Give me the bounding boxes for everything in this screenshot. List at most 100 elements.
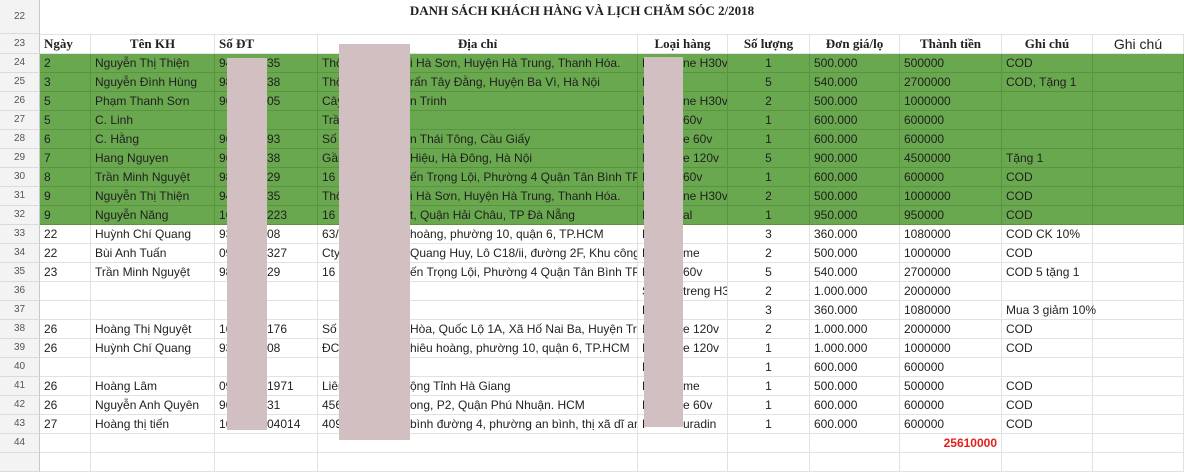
cell-unit-price[interactable]: 540.000	[810, 73, 900, 92]
cell-date[interactable]: 22	[40, 225, 91, 244]
cell-quantity[interactable]: 1	[728, 377, 810, 396]
cell-note[interactable]	[1002, 92, 1093, 111]
empty-cell[interactable]	[215, 434, 318, 453]
cell-note[interactable]	[1002, 111, 1093, 130]
header-quantity[interactable]: Số lượng	[728, 34, 810, 54]
cell-note-2[interactable]	[1093, 168, 1184, 187]
cell-note[interactable]	[1002, 130, 1093, 149]
cell-amount[interactable]: 600000	[900, 415, 1002, 434]
cell-quantity[interactable]: 1	[728, 111, 810, 130]
cell-quantity[interactable]: 1	[728, 206, 810, 225]
row-header[interactable]: 30	[0, 168, 40, 187]
row-header[interactable]: 26	[0, 92, 40, 111]
cell-date[interactable]	[40, 358, 91, 377]
cell-quantity[interactable]: 2	[728, 320, 810, 339]
cell-unit-price[interactable]: 540.000	[810, 263, 900, 282]
cell-note-2[interactable]	[1093, 206, 1184, 225]
cell-note-2[interactable]	[1093, 377, 1184, 396]
cell-customer-name[interactable]: Bùi Anh Tuấn	[91, 244, 215, 263]
cell-date[interactable]: 3	[40, 73, 91, 92]
cell-unit-price[interactable]: 600.000	[810, 415, 900, 434]
cell-customer-name[interactable]: Trần Minh Nguyệt	[91, 263, 215, 282]
row-header[interactable]: 36	[0, 282, 40, 301]
empty-cell[interactable]	[638, 434, 728, 453]
cell-note[interactable]	[1002, 358, 1093, 377]
sheet-title-cell[interactable]: DANH SÁCH KHÁCH HÀNG VÀ LỊCH CHĂM SÓC 2/…	[40, 0, 1184, 35]
row-header[interactable]: 37	[0, 301, 40, 320]
cell-note[interactable]: COD	[1002, 206, 1093, 225]
cell-customer-name[interactable]: Hoàng Thị Nguyệt	[91, 320, 215, 339]
cell-amount[interactable]: 1000000	[900, 187, 1002, 206]
row-header[interactable]: 43	[0, 415, 40, 434]
cell-amount[interactable]: 950000	[900, 206, 1002, 225]
cell-note-2[interactable]	[1093, 320, 1184, 339]
cell-note-2[interactable]	[1093, 130, 1184, 149]
cell-customer-name[interactable]: Hoàng Lâm	[91, 377, 215, 396]
header-date[interactable]: Ngày	[40, 34, 91, 54]
cell-amount[interactable]: 600000	[900, 168, 1002, 187]
cell-note-2[interactable]	[1093, 244, 1184, 263]
cell-amount[interactable]: 2700000	[900, 263, 1002, 282]
cell-note[interactable]: COD, Tặng 1	[1002, 73, 1093, 92]
cell-date[interactable]: 9	[40, 206, 91, 225]
cell-note[interactable]: Tặng 1	[1002, 149, 1093, 168]
cell-note-2[interactable]	[1093, 225, 1184, 244]
row-header[interactable]: 25	[0, 73, 40, 92]
cell-unit-price[interactable]: 1.000.000	[810, 282, 900, 301]
cell-date[interactable]: 6	[40, 130, 91, 149]
cell-unit-price[interactable]: 600.000	[810, 396, 900, 415]
cell-unit-price[interactable]: 1.000.000	[810, 339, 900, 358]
cell-customer-name[interactable]: Hang Nguyen	[91, 149, 215, 168]
empty-cell[interactable]	[318, 434, 638, 453]
cell-customer-name[interactable]: Nguyễn Đình Hùng	[91, 73, 215, 92]
header-address[interactable]: Địa chỉ	[318, 34, 638, 54]
cell-customer-name[interactable]	[91, 301, 215, 320]
cell-date[interactable]: 23	[40, 263, 91, 282]
cell-address[interactable]: 63/hoàng, phường 10, quận 6, TP.HCM	[318, 225, 638, 244]
cell-unit-price[interactable]: 600.000	[810, 358, 900, 377]
cell-amount[interactable]: 500000	[900, 377, 1002, 396]
cell-date[interactable]: 26	[40, 320, 91, 339]
cell-customer-name[interactable]: Trần Minh Nguyệt	[91, 168, 215, 187]
empty-cell[interactable]	[1002, 434, 1093, 453]
empty-cell[interactable]	[318, 453, 638, 472]
cell-address[interactable]: Số Hòa, Quốc Lộ 1A, Xã Hố Nai Ba, Huyện …	[318, 320, 638, 339]
cell-unit-price[interactable]: 600.000	[810, 130, 900, 149]
cell-quantity[interactable]: 2	[728, 92, 810, 111]
cell-unit-price[interactable]: 1.000.000	[810, 320, 900, 339]
cell-note[interactable]: COD	[1002, 54, 1093, 73]
cell-note[interactable]: COD	[1002, 415, 1093, 434]
cell-unit-price[interactable]: 500.000	[810, 187, 900, 206]
cell-quantity[interactable]: 5	[728, 263, 810, 282]
cell-amount[interactable]: 600000	[900, 130, 1002, 149]
empty-cell[interactable]	[91, 453, 215, 472]
row-header[interactable]: 39	[0, 339, 40, 358]
cell-date[interactable]: 26	[40, 377, 91, 396]
cell-date[interactable]: 26	[40, 339, 91, 358]
cell-customer-name[interactable]: Huỳnh Chí Quang	[91, 339, 215, 358]
cell-customer-name[interactable]: C. Hằng	[91, 130, 215, 149]
cell-unit-price[interactable]: 900.000	[810, 149, 900, 168]
empty-cell[interactable]	[1093, 453, 1184, 472]
cell-amount[interactable]: 600000	[900, 396, 1002, 415]
cell-address[interactable]: 16 ến Trọng Lội, Phường 4 Quận Tân Bình T…	[318, 263, 638, 282]
cell-customer-name[interactable]	[91, 282, 215, 301]
cell-note[interactable]: COD	[1002, 320, 1093, 339]
row-header-22[interactable]: 22	[0, 0, 40, 34]
cell-amount[interactable]: 600000	[900, 358, 1002, 377]
cell-address[interactable]	[318, 301, 638, 320]
cell-note[interactable]: COD	[1002, 396, 1093, 415]
cell-amount[interactable]: 2000000	[900, 282, 1002, 301]
cell-quantity[interactable]: 1	[728, 130, 810, 149]
cell-quantity[interactable]: 3	[728, 225, 810, 244]
cell-quantity[interactable]: 5	[728, 149, 810, 168]
cell-note[interactable]: COD 5 tặng 1	[1002, 263, 1093, 282]
cell-quantity[interactable]: 1	[728, 168, 810, 187]
row-header[interactable]: 38	[0, 320, 40, 339]
row-header[interactable]: 27	[0, 111, 40, 130]
cell-quantity[interactable]: 5	[728, 73, 810, 92]
cell-note[interactable]: COD CK 10%	[1002, 225, 1093, 244]
cell-unit-price[interactable]: 600.000	[810, 111, 900, 130]
cell-customer-name[interactable]: Nguyễn Năng	[91, 206, 215, 225]
cell-date[interactable]: 5	[40, 92, 91, 111]
